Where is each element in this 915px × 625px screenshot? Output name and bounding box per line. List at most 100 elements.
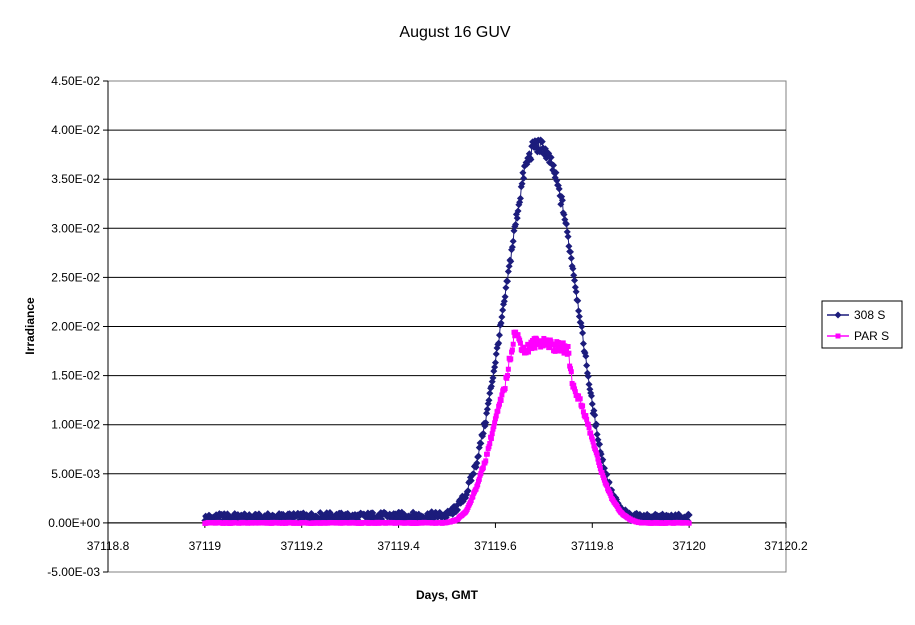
point-par-s (491, 424, 497, 430)
chart-title: August 16 GUV (399, 24, 511, 41)
point-par-s (599, 469, 605, 475)
point-par-s (532, 345, 538, 351)
point-308-s (369, 509, 377, 517)
y-tick-label: 2.50E-02 (51, 270, 100, 284)
y-tick-label: 4.00E-02 (51, 123, 100, 137)
point-308-s (596, 440, 604, 448)
point-par-s (478, 470, 484, 476)
y-tick-label: -5.00E-03 (47, 565, 100, 579)
point-308-s (514, 207, 522, 215)
x-tick-label: 37118.8 (87, 539, 130, 553)
point-308-s (575, 313, 583, 321)
point-par-s (475, 482, 481, 488)
point-par-s (505, 366, 511, 372)
point-par-s (486, 444, 492, 450)
series-layer (201, 136, 693, 526)
point-par-s (586, 425, 592, 431)
x-tick-label: 37119 (189, 539, 222, 553)
point-par-s (576, 393, 582, 399)
point-par-s (562, 343, 568, 349)
y-tick-label: 0.00E+00 (48, 516, 100, 530)
point-par-s (601, 477, 607, 483)
point-par-s (490, 426, 496, 432)
point-308-s (566, 248, 574, 256)
point-308-s (565, 242, 573, 250)
legend-marker-par-s (835, 333, 841, 339)
point-par-s (583, 413, 589, 419)
point-par-s (508, 356, 514, 362)
point-par-s (509, 347, 515, 353)
point-308-s (492, 350, 500, 358)
point-par-s (559, 345, 565, 351)
point-par-s (686, 520, 692, 526)
point-308-s (487, 382, 495, 390)
point-308-s (474, 452, 482, 460)
y-tick-label: 5.00E-03 (51, 467, 100, 481)
point-308-s (504, 277, 512, 285)
y-tick-label: 2.00E-02 (51, 320, 100, 334)
point-par-s (504, 375, 510, 381)
point-308-s (519, 169, 527, 177)
point-par-s (553, 348, 559, 354)
x-tick-label: 37119.6 (474, 539, 517, 553)
point-308-s (467, 477, 475, 485)
point-308-s (592, 420, 600, 428)
point-par-s (572, 386, 578, 392)
point-308-s (578, 323, 586, 331)
point-308-s (552, 169, 560, 177)
point-par-s (539, 338, 545, 344)
point-par-s (493, 413, 499, 419)
point-308-s (470, 470, 478, 478)
point-par-s (551, 342, 557, 348)
point-308-s (562, 220, 570, 228)
legend-marker-308-s (834, 311, 842, 319)
x-tick-label: 37119.2 (280, 539, 323, 553)
point-308-s (513, 214, 521, 222)
y-tick-label: 3.00E-02 (51, 221, 100, 235)
point-308-s (584, 372, 592, 380)
point-par-s (547, 345, 553, 351)
point-par-s (596, 459, 602, 465)
point-308-s (579, 329, 587, 337)
point-par-s (502, 386, 508, 392)
y-tick-label: 4.50E-02 (51, 74, 100, 88)
point-308-s (473, 459, 481, 467)
point-308-s (509, 237, 517, 245)
point-par-s (584, 416, 590, 422)
point-par-s (590, 439, 596, 445)
point-308-s (582, 352, 590, 360)
legend-label: PAR S (854, 329, 889, 343)
point-par-s (468, 497, 474, 503)
point-308-s (685, 511, 693, 519)
point-par-s (473, 486, 479, 492)
point-par-s (588, 430, 594, 436)
point-308-s (516, 194, 524, 202)
point-308-s (477, 439, 485, 447)
point-308-s (489, 374, 497, 382)
point-par-s (565, 344, 571, 350)
point-308-s (574, 297, 582, 305)
point-par-s (555, 339, 561, 345)
point-par-s (585, 421, 591, 427)
point-308-s (555, 185, 563, 193)
point-par-s (499, 392, 505, 398)
point-308-s (453, 506, 461, 514)
point-308-s (558, 196, 566, 204)
point-par-s (517, 337, 523, 343)
point-par-s (513, 329, 519, 335)
point-308-s (591, 411, 599, 419)
point-308-s (550, 161, 558, 169)
point-par-s (496, 401, 502, 407)
legend-box (821, 300, 903, 349)
series-par-s (202, 329, 692, 526)
point-308-s (579, 340, 587, 348)
point-par-s (597, 462, 603, 468)
point-par-s (510, 341, 516, 347)
point-308-s (479, 429, 487, 437)
point-par-s (515, 332, 521, 338)
point-308-s (560, 210, 568, 218)
point-308-s (497, 319, 505, 327)
point-308-s (500, 297, 508, 305)
point-par-s (483, 458, 489, 464)
